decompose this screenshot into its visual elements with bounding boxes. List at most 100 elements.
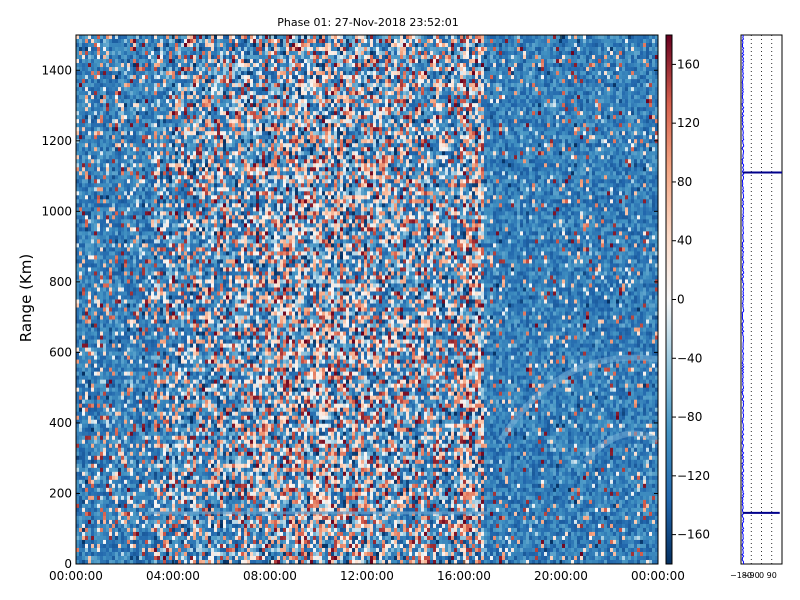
heatmap-cell — [121, 263, 124, 267]
heatmap-cell — [139, 444, 142, 448]
heatmap-cell — [178, 135, 181, 139]
heatmap-cell — [187, 416, 190, 420]
heatmap-cell — [187, 308, 190, 312]
heatmap-cell — [172, 368, 175, 372]
heatmap-cell — [148, 163, 151, 167]
heatmap-cell — [139, 227, 142, 231]
heatmap-cell — [160, 203, 163, 207]
heatmap-cell — [133, 432, 136, 436]
heatmap-cell — [91, 444, 94, 448]
heatmap-cell — [142, 171, 145, 175]
heatmap-cell — [88, 416, 91, 420]
heatmap-cell — [160, 199, 163, 203]
heatmap-cell — [100, 340, 103, 344]
heatmap-cell — [112, 123, 115, 127]
heatmap-cell — [172, 424, 175, 428]
heatmap-cell — [181, 344, 184, 348]
heatmap-cell — [127, 67, 130, 71]
heatmap-cell — [148, 504, 151, 508]
heatmap-cell — [124, 496, 127, 500]
heatmap-cell — [130, 488, 133, 492]
heatmap-cell — [163, 340, 166, 344]
heatmap-cell — [133, 504, 136, 508]
heatmap-cell — [184, 332, 187, 336]
heatmap-cell — [115, 372, 118, 376]
heatmap-cell — [91, 191, 94, 195]
heatmap-cell — [118, 295, 121, 299]
heatmap-cell — [160, 211, 163, 215]
heatmap-cell — [124, 464, 127, 468]
heatmap-cell — [100, 291, 103, 295]
heatmap-cell — [88, 476, 91, 480]
heatmap-cell — [130, 99, 133, 103]
heatmap-cell — [82, 448, 85, 452]
heatmap-cell — [148, 464, 151, 468]
heatmap-cell — [88, 187, 91, 191]
heatmap-cell — [157, 83, 160, 87]
heatmap-cell — [106, 159, 109, 163]
heatmap-cell — [151, 440, 154, 444]
heatmap-cell — [172, 215, 175, 219]
heatmap-cell — [166, 95, 169, 99]
heatmap-cell — [175, 464, 178, 468]
heatmap-cell — [157, 191, 160, 195]
heatmap-cell — [139, 47, 142, 51]
heatmap-cell — [139, 364, 142, 368]
heatmap-cell — [109, 75, 112, 79]
heatmap-cell — [85, 287, 88, 291]
heatmap-cell — [133, 35, 136, 39]
heatmap-cell — [181, 352, 184, 356]
heatmap-cell — [88, 287, 91, 291]
heatmap-cell — [151, 207, 154, 211]
heatmap-cell — [100, 304, 103, 308]
heatmap-cell — [175, 95, 178, 99]
heatmap-cell — [178, 400, 181, 404]
heatmap-cell — [133, 255, 136, 259]
heatmap-cell — [178, 428, 181, 432]
heatmap-cell — [85, 223, 88, 227]
heatmap-cell — [148, 175, 151, 179]
heatmap-cell — [112, 287, 115, 291]
heatmap-cell — [169, 328, 172, 332]
heatmap-cell — [148, 119, 151, 123]
heatmap-cell — [181, 163, 184, 167]
heatmap-cell — [130, 500, 133, 504]
heatmap-cell — [133, 167, 136, 171]
heatmap-cell — [118, 163, 121, 167]
heatmap-cell — [79, 115, 82, 119]
heatmap-cell — [151, 392, 154, 396]
heatmap-cell — [91, 404, 94, 408]
heatmap-cell — [82, 39, 85, 43]
heatmap-cell — [178, 436, 181, 440]
heatmap-cell — [154, 147, 157, 151]
heatmap-cell — [124, 356, 127, 360]
heatmap-cell — [100, 67, 103, 71]
heatmap-cell — [127, 492, 130, 496]
heatmap-cell — [79, 147, 82, 151]
heatmap-cell — [139, 63, 142, 67]
heatmap-cell — [184, 79, 187, 83]
heatmap-cell — [139, 384, 142, 388]
heatmap-cell — [97, 528, 100, 532]
heatmap-cell — [88, 364, 91, 368]
heatmap-cell — [169, 484, 172, 488]
heatmap-cell — [151, 520, 154, 524]
heatmap-cell — [124, 484, 127, 488]
heatmap-cell — [169, 452, 172, 456]
heatmap-cell — [151, 111, 154, 115]
heatmap-cell — [145, 159, 148, 163]
heatmap-cell — [163, 300, 166, 304]
heatmap-cell — [151, 147, 154, 151]
heatmap-cell — [181, 99, 184, 103]
heatmap-cell — [145, 283, 148, 287]
heatmap-cell — [172, 295, 175, 299]
heatmap-cell — [187, 283, 190, 287]
heatmap-cell — [115, 380, 118, 384]
heatmap-cell — [178, 304, 181, 308]
heatmap-cell — [109, 428, 112, 432]
heatmap-cell — [178, 67, 181, 71]
heatmap-cell — [94, 195, 97, 199]
heatmap-cell — [163, 59, 166, 63]
heatmap-cell — [136, 123, 139, 127]
heatmap-cell — [106, 39, 109, 43]
